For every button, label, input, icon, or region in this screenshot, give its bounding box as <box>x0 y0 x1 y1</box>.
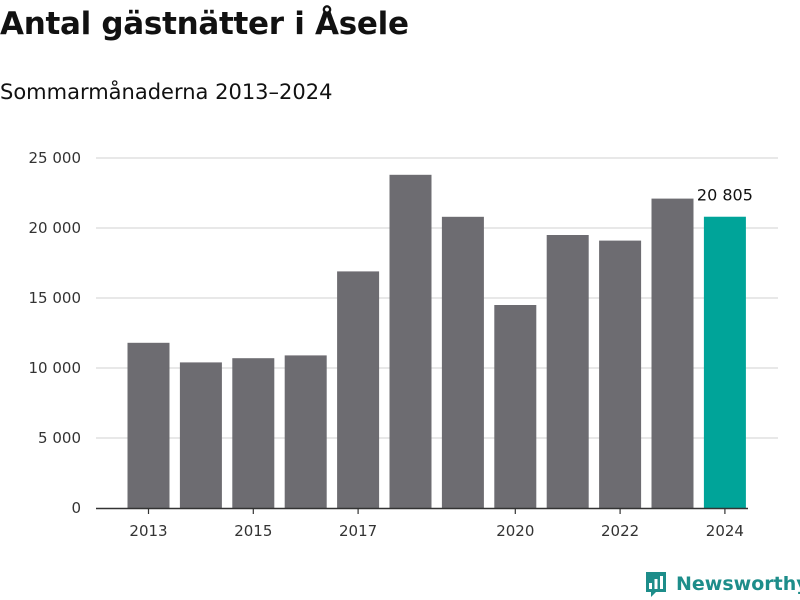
bar-2017 <box>337 271 380 508</box>
bar-2024 <box>703 216 746 509</box>
y-tick-label: 25 000 <box>29 149 82 167</box>
bar-2014 <box>179 362 222 508</box>
y-tick-label: 20 000 <box>29 219 82 237</box>
x-tick-label: 2020 <box>496 522 534 540</box>
y-tick-label: 15 000 <box>29 289 82 307</box>
bar-2013 <box>127 342 170 508</box>
brand-name: Newsworthy <box>676 573 800 595</box>
y-tick-label: 5 000 <box>38 429 81 447</box>
bar-2015 <box>232 358 275 508</box>
newsworthy-logo[interactable]: Newsworthy <box>644 568 800 600</box>
x-tick-label: 2024 <box>706 522 744 540</box>
data-label-2024: 20 805 <box>697 186 753 205</box>
bar-2023 <box>651 198 694 508</box>
x-tick-label: 2013 <box>129 522 167 540</box>
y-tick-label: 10 000 <box>29 359 82 377</box>
bar-chart: 0 5 000 10 000 15 000 20 000 25 000 2013 2015 20… <box>29 149 778 540</box>
y-tick-label: 0 <box>71 499 81 517</box>
newsworthy-icon <box>646 572 666 597</box>
x-tick-label: 2022 <box>601 522 639 540</box>
bar-2022 <box>599 240 642 508</box>
chart-subtitle: Sommarmånaderna 2013–2024 <box>0 80 333 104</box>
bar-2019 <box>441 216 484 509</box>
bar-2020 <box>494 305 537 508</box>
x-tick-label: 2017 <box>339 522 377 540</box>
bar-2018 <box>389 174 432 509</box>
x-tick-label: 2015 <box>234 522 272 540</box>
bar-2021 <box>546 235 589 508</box>
chart-title: Antal gästnätter i Åsele <box>0 6 409 42</box>
bar-2016 <box>284 355 327 508</box>
